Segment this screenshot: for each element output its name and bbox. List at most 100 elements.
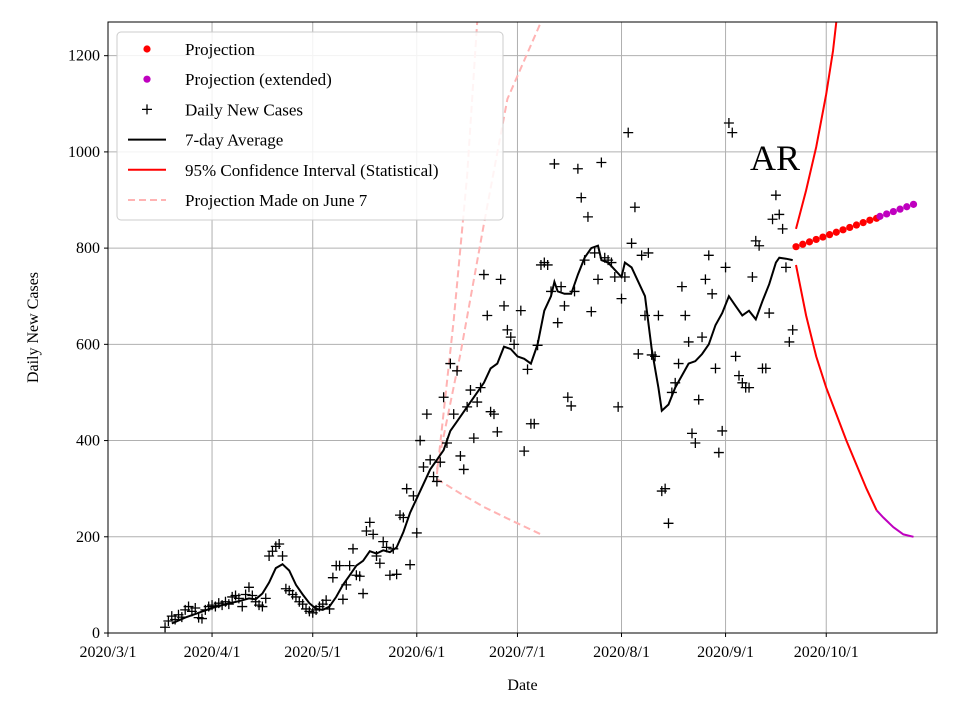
daily-case-point: [502, 324, 513, 335]
daily-case-point: [431, 476, 442, 487]
daily-case-point: [690, 437, 701, 448]
daily-case-point: [411, 527, 422, 538]
daily-case-point: [532, 340, 543, 351]
daily-case-point: [398, 512, 409, 523]
daily-case-point: [445, 358, 456, 369]
daily-case-point: [559, 300, 570, 311]
y-tick-label: 600: [76, 336, 100, 353]
daily-case-point: [408, 490, 419, 501]
daily-case-point: [650, 351, 661, 362]
daily-case-point: [710, 363, 721, 374]
daily-case-point: [499, 300, 510, 311]
daily-case-point: [388, 543, 399, 554]
daily-case-point: [549, 158, 560, 169]
daily-case-point: [686, 428, 697, 439]
daily-case-point: [348, 543, 359, 554]
daily-case-point: [777, 223, 788, 234]
daily-case-point: [354, 571, 365, 582]
daily-case-point: [478, 269, 489, 280]
daily-case-point: [515, 305, 526, 316]
daily-case-point: [378, 536, 389, 547]
daily-case-point: [613, 401, 624, 412]
daily-case-point: [337, 594, 348, 605]
daily-case-point: [364, 517, 375, 528]
daily-case-point: [707, 288, 718, 299]
legend-entry: Projection (extended): [143, 70, 332, 89]
daily-case-point: [676, 281, 687, 292]
daily-case-point: [468, 433, 479, 444]
daily-case-point: [653, 310, 664, 321]
projection-point: [819, 233, 827, 241]
projection-point: [846, 223, 854, 232]
daily-case-point: [643, 247, 654, 258]
daily-case-point: [462, 401, 473, 412]
legend: Projection Projection (extended) Daily New…: [116, 31, 504, 221]
projection-point: [859, 219, 867, 227]
projection-extended-point: [883, 210, 891, 218]
ci-lower-line: [795, 264, 878, 511]
daily-case-point: [435, 457, 446, 468]
projection-extended-point: [896, 205, 904, 213]
y-tick-label: 1000: [68, 144, 100, 161]
daily-case-point: [636, 250, 647, 261]
daily-case-point: [680, 310, 691, 321]
daily-case-point: [589, 247, 600, 258]
daily-case-point: [455, 450, 466, 461]
daily-case-point: [277, 551, 288, 562]
legend-label: 95% Confidence Interval (Statistical): [185, 161, 439, 180]
daily-case-point: [774, 209, 785, 220]
daily-case-point: [472, 397, 483, 408]
daily-case-point: [509, 339, 520, 350]
daily-case-point: [663, 518, 674, 529]
projection-point: [799, 240, 807, 248]
x-tick-label: 2020/9/1: [697, 644, 754, 661]
daily-case-point: [660, 483, 671, 494]
legend-label: Daily New Cases: [185, 100, 303, 119]
projection-extended-point: [903, 203, 911, 211]
daily-case-point: [441, 437, 452, 448]
daily-case-point: [666, 387, 677, 398]
projection-point: [866, 216, 874, 224]
june7-projection-middle-line: [435, 22, 542, 470]
daily-case-point: [415, 435, 426, 446]
daily-case-point: [421, 409, 432, 420]
ci-upper-line: [795, 22, 838, 230]
x-tick-label: 2020/4/1: [184, 644, 241, 661]
x-tick-label: 2020/6/1: [388, 644, 445, 661]
daily-case-point: [566, 400, 577, 411]
daily-case-point: [770, 190, 781, 201]
daily-case-point: [247, 590, 258, 601]
daily-case-point: [633, 348, 644, 359]
region-label: AR: [750, 138, 800, 178]
daily-case-point: [723, 118, 734, 129]
daily-case-point: [243, 582, 254, 593]
daily-case-point: [596, 157, 607, 168]
daily-case-point: [623, 127, 634, 138]
daily-case-point: [196, 613, 207, 624]
plot-area: [160, 22, 918, 633]
daily-case-point: [488, 409, 499, 420]
projection-extended-point: [876, 212, 884, 220]
x-tick-label: 2020/10/1: [794, 644, 859, 661]
daily-case-point: [579, 255, 590, 266]
legend-box: [116, 31, 504, 221]
daily-case-point: [717, 425, 728, 436]
x-tick-label: 2020/5/1: [284, 644, 341, 661]
legend-entry: 7-day Average: [128, 131, 283, 150]
daily-case-point: [784, 336, 795, 347]
y-tick-label: 200: [76, 529, 100, 546]
daily-case-point: [713, 447, 724, 458]
x-axis: 2020/3/1 2020/4/1 2020/5/1 2020/6/1 2020/7/1…: [80, 633, 859, 661]
daily-case-point: [344, 560, 355, 571]
projection-point: [812, 235, 820, 244]
daily-case-point: [482, 310, 493, 321]
daily-case-point: [700, 274, 711, 285]
y-axis: 0 200 400 600 800 1000 1200: [68, 48, 108, 642]
daily-case-point: [569, 286, 580, 297]
daily-case-point: [519, 446, 530, 457]
projection-point: [792, 243, 800, 251]
legend-entry: Daily New Cases: [142, 100, 303, 119]
daily-case-point: [720, 262, 731, 273]
legend-entry: Projection Made on June 7: [128, 191, 368, 210]
